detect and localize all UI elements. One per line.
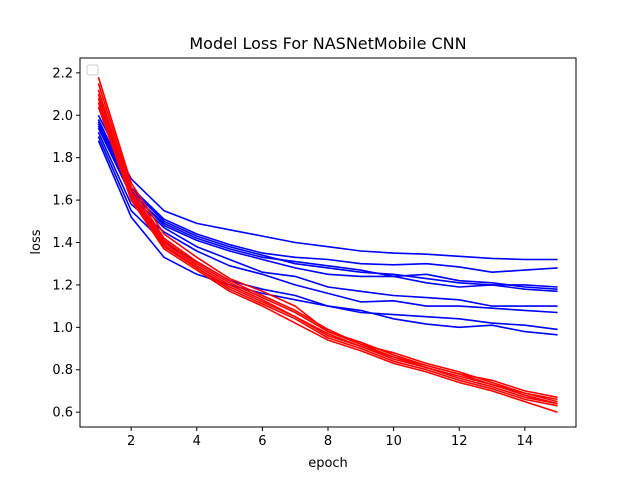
x-tick-label: 12 — [451, 434, 468, 449]
x-tick-label: 6 — [258, 434, 266, 449]
x-axis-label: epoch — [308, 456, 348, 471]
x-tick-label: 8 — [324, 434, 332, 449]
y-tick-label: 2.0 — [52, 109, 73, 124]
blue-series-line-9 — [97, 140, 558, 336]
x-axis-ticks: 2 4 6 8 10 12 14 — [127, 427, 533, 449]
y-tick-label: 1.6 — [52, 194, 73, 209]
red-series-line-13 — [97, 93, 558, 405]
x-tick-label: 14 — [517, 434, 534, 449]
series-lines — [97, 76, 558, 413]
red-series-line-16 — [97, 106, 558, 413]
y-axis-label: loss — [29, 229, 44, 254]
blue-series-line-1 — [97, 114, 558, 261]
y-tick-label: 0.6 — [52, 406, 73, 421]
x-tick-label: 4 — [193, 434, 201, 449]
blue-series-line-6 — [97, 127, 558, 307]
red-series-line-14 — [97, 98, 558, 405]
y-tick-label: 1.2 — [52, 278, 73, 293]
blue-series-line-4 — [97, 125, 558, 290]
blue-series-line-3 — [97, 121, 558, 288]
blue-series-line-5 — [97, 123, 558, 293]
y-tick-label: 0.8 — [52, 363, 73, 378]
y-tick-label: 1.4 — [52, 236, 73, 251]
y-tick-label: 1.0 — [52, 321, 73, 336]
legend-box — [86, 64, 99, 76]
x-tick-label: 10 — [385, 434, 402, 449]
plot-frame — [79, 57, 577, 428]
blue-series-line-7 — [97, 131, 558, 314]
blue-series-line-2 — [97, 119, 558, 274]
red-series-line-11 — [97, 83, 558, 401]
chart-title: Model Loss For NASNetMobile CNN — [189, 34, 466, 53]
red-series-line-15 — [97, 102, 558, 407]
y-tick-label: 1.8 — [52, 151, 73, 166]
y-tick-label: 2.2 — [52, 66, 73, 81]
y-axis-ticks: 0.6 0.8 1.0 1.2 1.4 1.6 1.8 2.0 2.2 — [52, 66, 80, 421]
x-tick-label: 2 — [127, 434, 135, 449]
